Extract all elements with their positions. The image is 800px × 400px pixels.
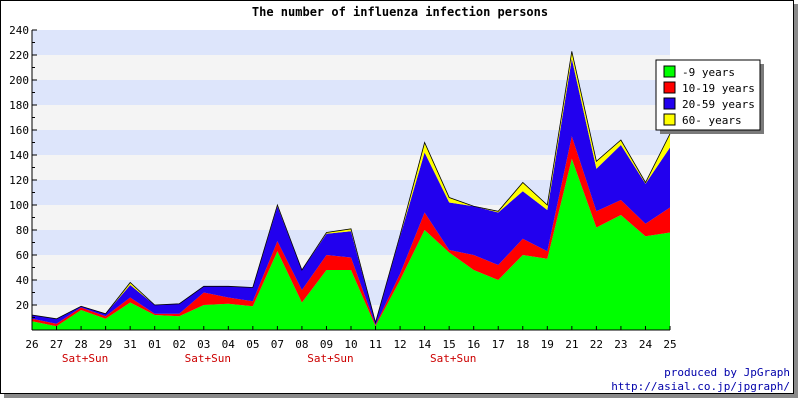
legend-label: 10-19 years bbox=[682, 82, 755, 95]
y-tick-label: 220 bbox=[9, 49, 29, 62]
weekend-label: Sat+Sun bbox=[307, 352, 353, 365]
y-tick-labels: 20 40 60 80 100 120 140 160 180 200 220 240 bbox=[9, 24, 29, 312]
y-tick-label: 240 bbox=[9, 24, 29, 37]
weekend-label: Sat+Sun bbox=[430, 352, 476, 365]
y-tick-label: 140 bbox=[9, 149, 29, 162]
legend-swatch bbox=[663, 113, 676, 126]
chart-title: The number of influenza infection person… bbox=[252, 5, 548, 19]
y-tick-label: 20 bbox=[16, 299, 29, 312]
x-tick-label: 08 bbox=[295, 338, 308, 351]
x-tick-label: 28 bbox=[74, 338, 87, 351]
y-tick-label: 180 bbox=[9, 99, 29, 112]
y-tick-label: 160 bbox=[9, 124, 29, 137]
x-tick-label: 25 bbox=[663, 338, 676, 351]
x-tick-label: 10 bbox=[344, 338, 357, 351]
x-tick-label: 03 bbox=[197, 338, 210, 351]
x-tick-labels: 26 27 28 29 31 01 02 03 04 05 07 08 09 10 11 12 14 15 16 17… bbox=[25, 338, 676, 351]
x-tick-label: 27 bbox=[50, 338, 63, 351]
area-top-outline bbox=[31, 51, 671, 325]
x-tick-label: 19 bbox=[541, 338, 554, 351]
x-tick-label: 23 bbox=[614, 338, 627, 351]
x-tick-label: 26 bbox=[25, 338, 38, 351]
y-tick-label: 120 bbox=[9, 174, 29, 187]
weekend-labels: Sat+Sun Sat+Sun Sat+Sun Sat+Sun bbox=[62, 352, 476, 365]
x-tick-label: 17 bbox=[492, 338, 505, 351]
weekend-label: Sat+Sun bbox=[185, 352, 231, 365]
credit-line-2[interactable]: http://asial.co.jp/jpgraph/ bbox=[611, 380, 790, 393]
x-tick-label: 16 bbox=[467, 338, 480, 351]
legend-swatch bbox=[663, 97, 676, 110]
x-tick-label: 14 bbox=[418, 338, 432, 351]
weekend-label: Sat+Sun bbox=[62, 352, 108, 365]
x-tick-label: 24 bbox=[639, 338, 653, 351]
area-series-0 bbox=[32, 158, 670, 330]
x-tick-label: 01 bbox=[148, 338, 161, 351]
y-tick-label: 80 bbox=[16, 224, 29, 237]
legend-swatch bbox=[663, 81, 676, 94]
x-tick-label: 12 bbox=[393, 338, 406, 351]
x-tick-label: 09 bbox=[320, 338, 333, 351]
legend-label: 60- years bbox=[682, 114, 742, 127]
x-tick-label: 02 bbox=[173, 338, 186, 351]
stacked-areas bbox=[31, 51, 671, 330]
x-tick-label: 05 bbox=[246, 338, 259, 351]
y-tick-label: 40 bbox=[16, 274, 29, 287]
x-tick-label: 31 bbox=[124, 338, 137, 351]
legend-swatch bbox=[663, 65, 676, 78]
x-tick-label: 04 bbox=[222, 338, 236, 351]
x-tick-label: 11 bbox=[369, 338, 382, 351]
credit-line-1: produced by JpGraph bbox=[664, 366, 790, 379]
legend: -9 years 10-19 years 20-59 years 60- years bbox=[655, 59, 764, 134]
x-tick-label: 15 bbox=[443, 338, 456, 351]
y-tick-label: 100 bbox=[9, 199, 29, 212]
grid-band bbox=[32, 55, 670, 80]
x-tick-label: 18 bbox=[516, 338, 529, 351]
y-tick-label: 60 bbox=[16, 249, 29, 262]
y-tick-label: 200 bbox=[9, 74, 29, 87]
x-tick-label: 21 bbox=[565, 338, 578, 351]
legend-label: -9 years bbox=[682, 66, 735, 79]
legend-items: -9 years 10-19 years 20-59 years 60- years bbox=[663, 65, 755, 127]
x-tick-label: 29 bbox=[99, 338, 112, 351]
x-tick-label: 07 bbox=[271, 338, 284, 351]
axes bbox=[31, 29, 671, 331]
grid-band bbox=[32, 30, 670, 55]
x-tick-label: 22 bbox=[590, 338, 603, 351]
legend-label: 20-59 years bbox=[682, 98, 755, 111]
